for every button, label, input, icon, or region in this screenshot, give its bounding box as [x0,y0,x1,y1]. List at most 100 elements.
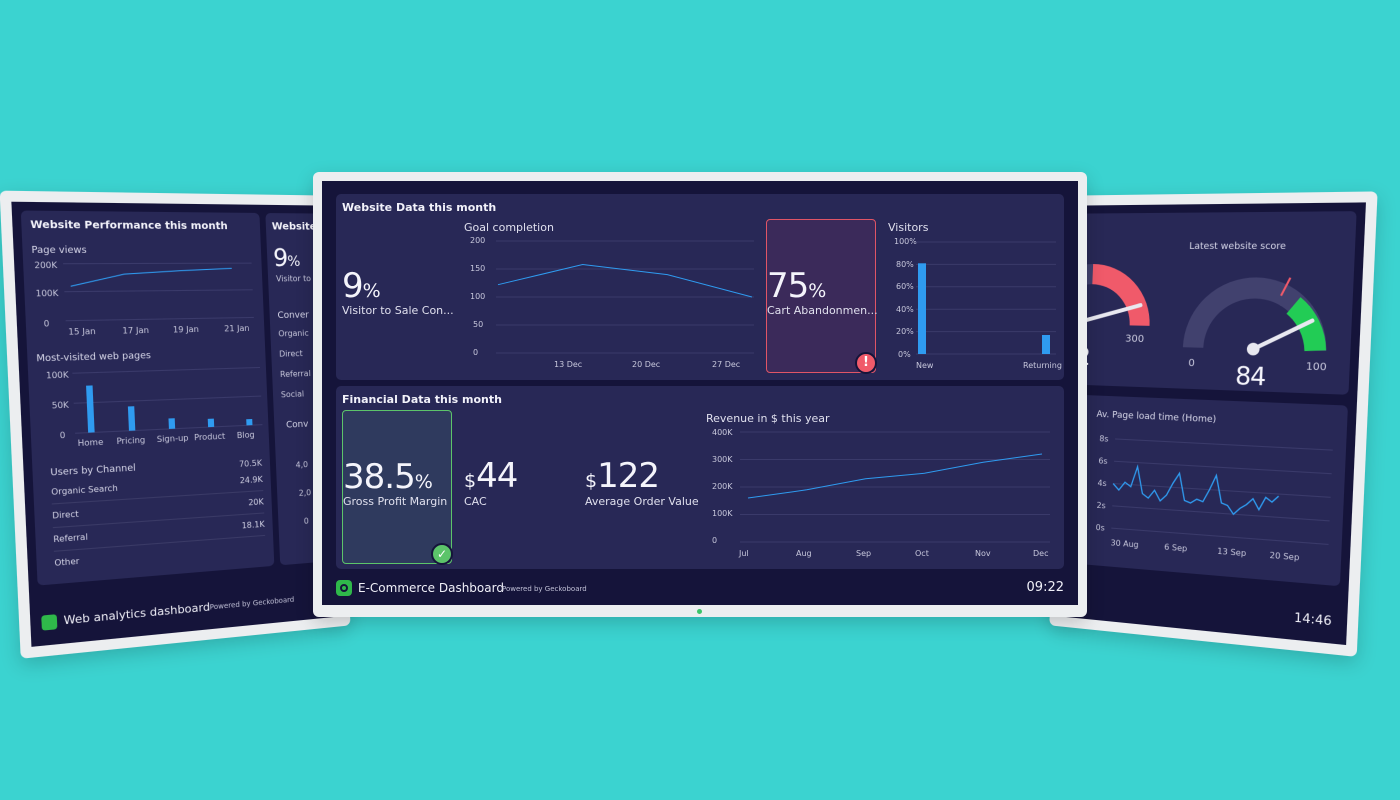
pageviews-series-line [70,268,232,286]
right-monitor-frame: 300 72 Latest website score 0 100 84 Av.… [1049,191,1377,657]
cart-kpi: 75% [767,266,826,306]
channel-value: 20K [248,497,264,507]
center-footer: E-Commerce Dashboard Powered by Geckoboa… [322,573,1078,605]
revenue-y-tick: 300K [712,455,733,464]
website-data-panel: Website Data this month 9% Visitor to Sa… [336,194,1064,380]
visitors-y-tick: 100% [894,237,917,246]
right-clock: 14:46 [1294,610,1332,628]
goal-x-tick: 27 Dec [712,360,740,369]
score-max: 100 [1306,361,1327,373]
left-panel2-row: Social [281,389,305,399]
cart-abandonment-widget[interactable]: 75% Cart Abandonmen... ! [766,219,876,373]
alert-icon: ! [855,352,877,374]
gauge-1-max: 300 [1125,333,1144,345]
loadtime-y-tick: 8s [1099,434,1108,444]
revenue-y-tick: 200K [712,482,733,491]
right-screen: 300 72 Latest website score 0 100 84 Av.… [1059,202,1366,645]
loadtime-x-tick: 30 Aug [1110,538,1138,549]
goal-x-tick: 13 Dec [554,360,582,369]
visitors-y-tick: 40% [896,305,914,314]
geckoboard-logo-icon [41,614,57,631]
visitors-y-tick: 20% [896,327,914,336]
left-powered-by: Powered by Geckoboard [210,596,295,612]
webpages-x-tick: Blog [237,430,255,440]
revenue-line-chart [740,432,1050,542]
aov-kpi: $122 [585,456,659,496]
center-powered-by: Powered by Geckoboard [502,585,587,593]
webpages-y-tick: 100K [46,370,69,380]
channel-name: Organic Search [51,483,118,497]
pageviews-y-tick: 200K [34,260,57,270]
cac-currency: $ [464,470,476,492]
center-monitor-frame: Website Data this month 9% Visitor to Sa… [313,172,1087,617]
revenue-x-tick: Sep [856,549,871,558]
gpm-label: Gross Profit Margin [343,495,447,508]
visitors-y-tick: 60% [896,282,914,291]
visitors-bar-new [918,263,926,354]
score-label: Latest website score [1189,242,1286,253]
pageviews-y-tick: 0 [43,319,49,329]
channel-name: Referral [53,532,88,544]
webpage-bar-pricing [128,406,135,431]
left-screen: Website Performance this month Page view… [11,202,340,647]
revenue-x-tick: Jul [739,549,749,558]
score-min: 0 [1188,358,1195,370]
revenue-x-tick: Aug [796,549,812,558]
left-panel2-conversion: Conver [277,310,309,321]
cart-label: Cart Abandonmen... [767,304,878,317]
webpages-y-tick: 50K [52,400,69,410]
pageviews-line-chart [63,262,254,323]
monitor-power-led [697,609,702,614]
channel-name: Direct [52,509,79,520]
goal-completion-label: Goal completion [464,221,554,234]
goal-x-tick: 20 Dec [632,360,660,369]
loadtime-y-tick: 4s [1097,479,1106,489]
webpage-bar-home [86,385,95,432]
revenue-y-tick: 400K [712,428,733,437]
channels-label: Users by Channel [50,463,136,478]
cac-kpi: $44 [464,456,517,496]
left-performance-panel: Website Performance this month Page view… [21,211,275,586]
revenue-x-tick: Nov [975,549,991,558]
visitors-y-tick: 0% [898,350,911,359]
webpages-x-tick: Sign-up [157,433,189,444]
financial-data-panel: Financial Data this month 38.5% Gross Pr… [336,386,1064,569]
webpage-bar-product [208,419,214,428]
loadtime-series-line [1112,465,1279,517]
loadtime-x-tick: 13 Sep [1217,547,1246,559]
visitors-label: Visitors [888,221,928,234]
left-panel2-kpi-label: Visitor to [276,274,311,283]
revenue-y-tick: 100K [712,509,733,518]
webpage-bar-signup [168,418,175,429]
left-footer: Web analytics dashboard Powered by Gecko… [30,576,341,646]
loadtime-y-tick: 0s [1095,523,1104,533]
left-panel2-conversion2: Conv [286,420,309,431]
goal-y-tick: 100 [470,292,485,301]
left-panel2-title: Website [272,221,317,232]
webpages-x-tick: Pricing [116,435,145,446]
webpages-bar-chart [72,366,262,436]
webpages-x-tick: Product [194,432,225,443]
left-panel2-tick: 0 [304,516,309,525]
visitor-sale-value: 9 [342,266,363,306]
aov-label: Average Order Value [585,495,699,508]
left-panel2-tick: 2,0 [299,488,312,498]
financial-data-title: Financial Data this month [342,393,502,406]
aov-value: 122 [597,456,659,496]
cart-value: 75 [767,266,808,306]
geckoboard-logo-icon [336,580,352,596]
gpm-unit: % [415,471,433,493]
visitor-sale-kpi: 9% [342,266,381,306]
pageviews-y-tick: 100K [35,289,58,299]
channels-table: Users by Channel 70.5K Organic Search 24.… [50,454,266,577]
visitors-bar-returning [1042,335,1050,354]
score-gauge [1180,264,1332,361]
webpages-label: Most-visited web pages [36,351,151,365]
left-panel2-row: Organic [278,329,309,339]
goal-y-tick: 0 [473,348,478,357]
gross-profit-widget[interactable]: 38.5% Gross Profit Margin ✓ [342,410,452,564]
gpm-kpi: 38.5% [343,457,433,497]
goal-y-tick: 200 [470,236,485,245]
right-gauge-panel: 300 72 Latest website score 0 100 84 [1069,211,1357,395]
cac-value: 44 [476,456,517,496]
